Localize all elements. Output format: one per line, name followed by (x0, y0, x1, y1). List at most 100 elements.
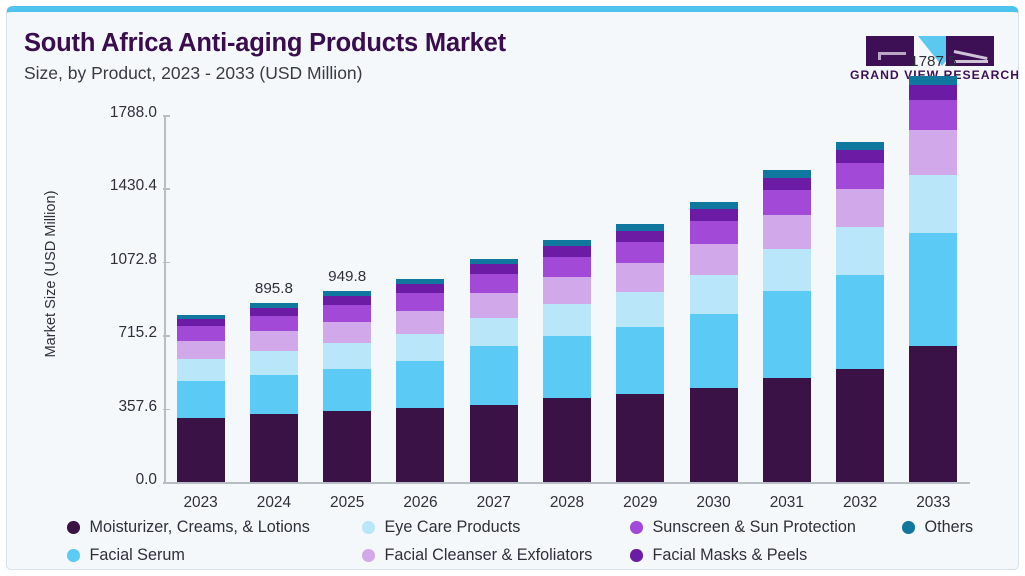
bar-segment[interactable] (543, 256, 591, 277)
bar-segment[interactable] (249, 414, 298, 482)
bar-segment[interactable] (176, 341, 225, 360)
bar-segment[interactable] (176, 359, 225, 382)
bar-segment[interactable] (762, 291, 811, 378)
bar-segment[interactable] (909, 232, 958, 346)
bar-segment[interactable] (469, 405, 518, 482)
bar-segment[interactable] (689, 220, 738, 244)
bar-segment[interactable] (176, 314, 225, 320)
legend-item[interactable]: Sunscreen & Sun Protection (630, 518, 856, 537)
bar-segment[interactable] (836, 149, 885, 164)
bar-segment[interactable] (616, 224, 665, 231)
bar-segment[interactable] (176, 326, 225, 342)
bar-group[interactable]: 2026 (396, 115, 445, 511)
bar-segment[interactable] (323, 410, 372, 482)
bar-segment[interactable] (396, 293, 445, 312)
bar-segment[interactable] (762, 170, 811, 178)
bar-group[interactable]: 2027 (469, 115, 518, 511)
bar-segment[interactable] (689, 209, 738, 221)
bar-segment[interactable] (323, 343, 372, 369)
legend-item[interactable]: Others (902, 518, 973, 537)
bar-group[interactable]: 2023 (176, 115, 225, 511)
legend-item[interactable]: Facial Cleanser & Exfoliators (362, 546, 592, 565)
bar-segment[interactable] (249, 303, 298, 308)
bar-segment[interactable] (176, 319, 225, 327)
bar-segment[interactable] (323, 368, 372, 411)
bar-segment[interactable] (396, 311, 445, 334)
bar-segment[interactable] (249, 307, 298, 316)
y-axis-tick-label: 715.2 (118, 324, 157, 342)
bar-segment[interactable] (543, 303, 591, 337)
bar-segment[interactable] (689, 243, 738, 276)
bar-segment[interactable] (909, 174, 958, 233)
bar-segment[interactable] (323, 321, 372, 344)
legend-swatch-icon (67, 549, 80, 562)
bar-segment[interactable] (762, 377, 811, 482)
bar-segment[interactable] (176, 418, 225, 482)
bar-segment[interactable] (836, 226, 885, 275)
bar-segment[interactable] (323, 296, 372, 305)
legend-item[interactable]: Moisturizer, Creams, & Lotions (67, 518, 310, 537)
bar-segment[interactable] (323, 304, 372, 322)
bar-segment[interactable] (396, 333, 445, 362)
bar-segment[interactable] (836, 368, 885, 482)
bar-segment[interactable] (762, 190, 811, 215)
bar-segment[interactable] (836, 189, 885, 227)
bar-segment[interactable] (543, 336, 591, 399)
bar-segment[interactable] (689, 202, 738, 210)
bar-segment[interactable] (249, 315, 298, 332)
bar-group[interactable]: 2028 (543, 115, 591, 511)
bar-segment[interactable] (469, 317, 518, 346)
bar-segment[interactable] (909, 345, 958, 482)
bar-segment[interactable] (396, 278, 445, 284)
bar-segment[interactable] (689, 275, 738, 314)
bar-value-label: 1787.5 (910, 53, 957, 71)
bar-segment[interactable] (469, 345, 518, 406)
bar-segment[interactable] (909, 100, 958, 131)
bar-segment[interactable] (762, 177, 811, 191)
bar-group[interactable]: 2031 (762, 115, 811, 511)
bar-segment[interactable] (616, 230, 665, 242)
bar-segment[interactable] (689, 313, 738, 388)
bar-segment[interactable] (543, 246, 591, 257)
bar-group[interactable]: 1787.5 2033 (909, 53, 958, 511)
bar-segment[interactable] (616, 263, 665, 293)
bar-segment[interactable] (762, 214, 811, 250)
bar-segment[interactable] (323, 291, 372, 297)
bar-segment[interactable] (396, 283, 445, 294)
legend-item[interactable]: Facial Serum (67, 546, 185, 565)
bar-segment[interactable] (836, 163, 885, 190)
bar-segment[interactable] (543, 240, 591, 247)
bar-segment[interactable] (396, 408, 445, 482)
bar-segment[interactable] (469, 264, 518, 275)
bar-segment[interactable] (616, 241, 665, 264)
bar-segment[interactable] (469, 293, 518, 318)
bar-segment[interactable] (616, 292, 665, 327)
bar-segment[interactable] (836, 141, 885, 150)
bar-segment[interactable] (616, 326, 665, 394)
legend-item[interactable]: Facial Masks & Peels (630, 546, 807, 565)
bar-segment[interactable] (469, 274, 518, 294)
bar-segment[interactable] (616, 393, 665, 482)
bar-group[interactable]: 895.8 2024 (249, 115, 298, 511)
bar-segment[interactable] (543, 398, 591, 482)
bar-segment[interactable] (469, 258, 518, 265)
bar-segment[interactable] (176, 381, 225, 419)
bar-segment[interactable] (909, 85, 958, 101)
bar-segment[interactable] (909, 130, 958, 175)
bar-segment[interactable] (396, 361, 445, 409)
bar-stack (469, 258, 518, 482)
bar-segment[interactable] (909, 76, 958, 86)
legend-item[interactable]: Eye Care Products (362, 518, 520, 537)
y-axis-tick-label: 1788.0 (109, 104, 157, 121)
bar-group[interactable]: 2032 (836, 115, 885, 511)
bar-group[interactable]: 949.8 2025 (323, 115, 372, 511)
bar-group[interactable]: 2029 (616, 115, 665, 511)
bar-segment[interactable] (249, 374, 298, 415)
bar-group[interactable]: 2030 (689, 115, 738, 511)
bar-segment[interactable] (543, 276, 591, 304)
bar-segment[interactable] (249, 351, 298, 375)
bar-segment[interactable] (689, 387, 738, 482)
bar-segment[interactable] (249, 331, 298, 352)
bar-segment[interactable] (836, 274, 885, 369)
bar-segment[interactable] (762, 249, 811, 292)
